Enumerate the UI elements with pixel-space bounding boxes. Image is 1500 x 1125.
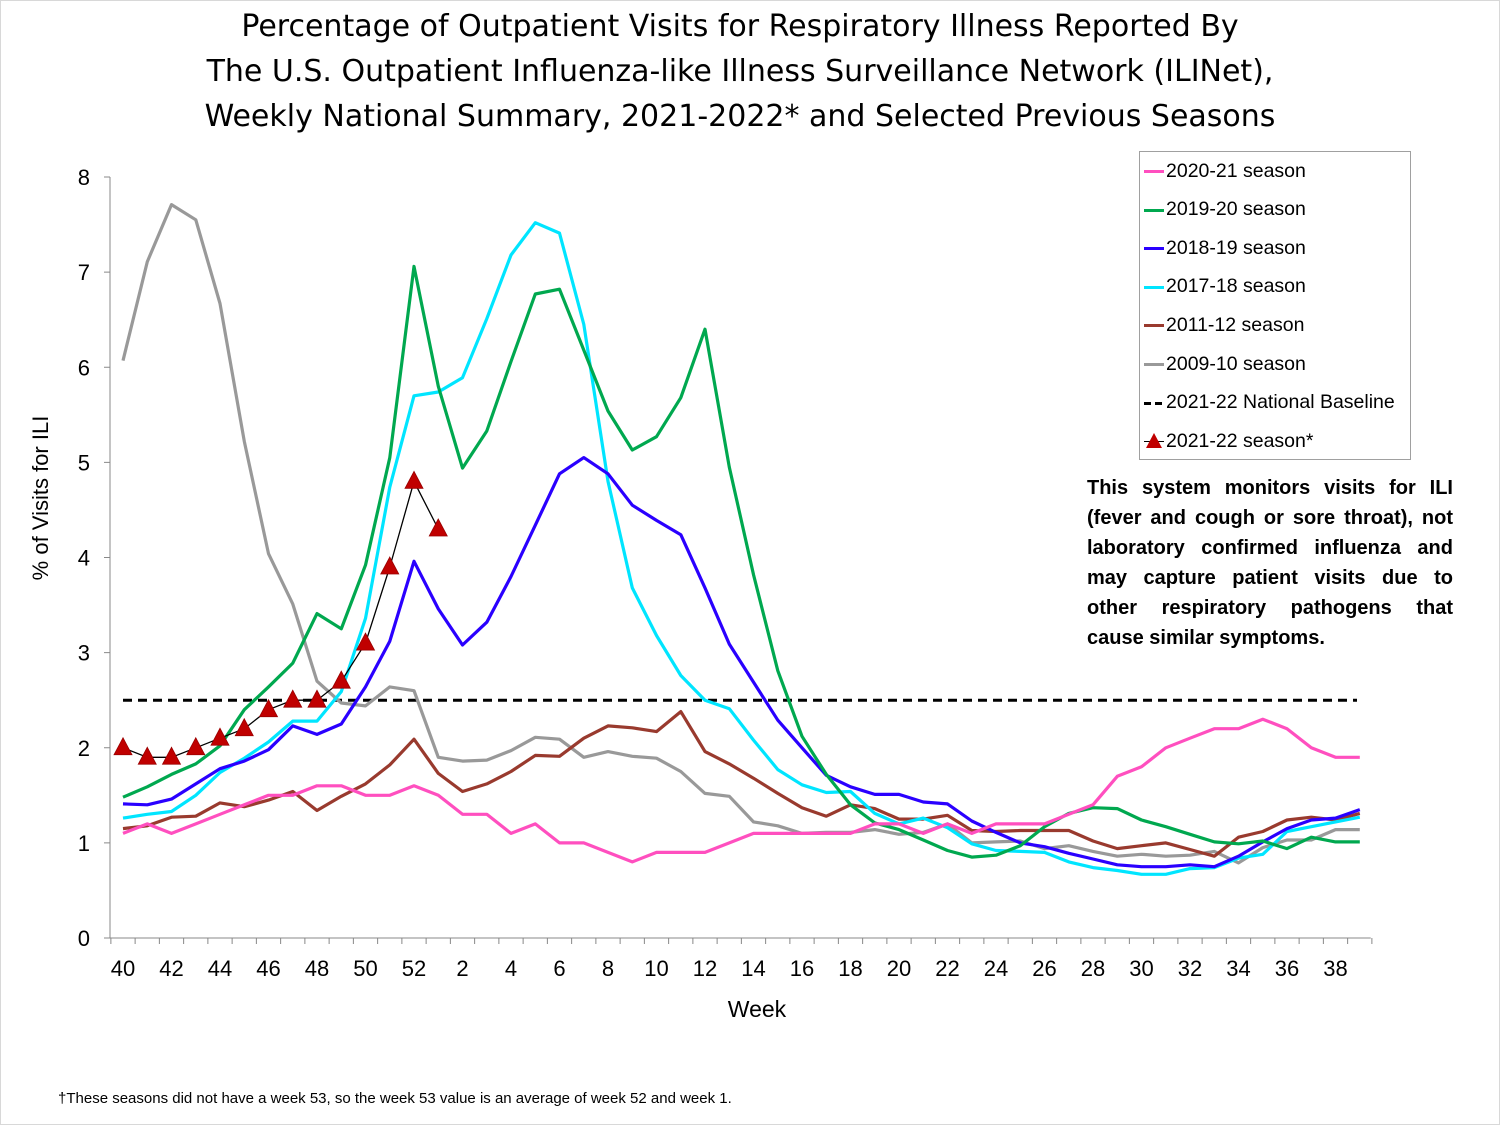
legend-item: 2021-22 National Baseline: [1144, 388, 1395, 418]
x-tick-label: 8: [602, 956, 614, 981]
series-line-2020-21-season: [122, 717, 1360, 864]
series-line-2009-10-season: [121, 203, 1360, 865]
y-tick-label: 4: [78, 546, 90, 571]
current-season-marker: [258, 698, 279, 718]
current-season-marker: [113, 736, 133, 756]
x-tick-label: 16: [790, 956, 814, 981]
x-tick-label: 4: [505, 956, 517, 981]
footnote: †These seasons did not have a week 53, s…: [58, 1090, 732, 1107]
x-tick-label: 34: [1226, 956, 1250, 981]
x-tick-label: 36: [1275, 956, 1299, 981]
current-season-marker: [210, 727, 230, 746]
legend-label: 2021-22 season*: [1166, 429, 1314, 452]
legend-item: 2018-19 season: [1144, 233, 1306, 263]
y-tick-label: 1: [78, 831, 90, 856]
x-tick-label: 42: [159, 956, 183, 981]
legend-swatch: [1144, 238, 1164, 258]
series-line-2011-12-season: [122, 709, 1361, 858]
legend-swatch: [1144, 354, 1164, 374]
y-tick-label: 7: [78, 260, 90, 285]
legend-swatch: [1144, 393, 1164, 413]
x-tick-label: 10: [644, 956, 668, 981]
x-tick-label: 2: [456, 956, 468, 981]
legend-swatch: [1144, 315, 1164, 335]
current-season-marker: [283, 689, 303, 708]
x-tick-label: 26: [1032, 956, 1056, 981]
current-season-marker: [137, 746, 157, 765]
x-tick-label: 18: [838, 956, 862, 981]
legend-item: 2021-22 season*: [1144, 426, 1313, 456]
current-season-marker: [428, 518, 448, 537]
chart-title: Percentage of Outpatient Visits for Resp…: [0, 4, 1480, 139]
x-tick-label: 22: [935, 956, 959, 981]
x-tick-label: 38: [1323, 956, 1347, 981]
y-tick-label: 2: [78, 736, 90, 761]
current-season-marker: [380, 556, 400, 575]
x-tick-label: 32: [1178, 956, 1202, 981]
x-tick-label: 44: [208, 956, 232, 981]
x-tick-label: 12: [693, 956, 717, 981]
legend-label: 2017-18 season: [1166, 275, 1306, 298]
y-axis-title: % of Visits for ILI: [28, 416, 53, 581]
legend-label: 2011-12 season: [1166, 313, 1305, 336]
legend-item: 2011-12 season: [1144, 310, 1304, 340]
series-line-2019-20-season: [122, 264, 1360, 859]
current-season-marker: [307, 689, 327, 708]
legend-item: 2017-18 season: [1144, 272, 1306, 302]
legend-label: 2021-22 National Baseline: [1166, 391, 1395, 414]
current-season-marker: [331, 670, 351, 689]
x-tick-label: 20: [887, 956, 911, 981]
legend-label: 2018-19 season: [1166, 236, 1306, 259]
x-tick-label: 24: [984, 956, 1008, 981]
x-tick-label: 14: [741, 956, 765, 981]
series-line-2018-19-season: [122, 456, 1361, 869]
legend-label: 2020-21 season: [1166, 159, 1306, 182]
legend-item: 2019-20 season: [1144, 195, 1306, 225]
x-tick-label: 50: [353, 956, 377, 981]
legend-swatch: [1144, 161, 1164, 181]
legend: 2020-21 season 2019-20 season 2018-19 seas…: [1139, 151, 1411, 460]
title-line: The U.S. Outpatient Influenza-like Illne…: [206, 54, 1274, 89]
x-axis-title: Week: [728, 996, 787, 1022]
y-tick-label: 8: [78, 165, 90, 190]
legend-label: 2009-10 season: [1166, 352, 1306, 375]
y-tick-label: 5: [78, 450, 90, 475]
legend-swatch: [1144, 200, 1164, 220]
legend-swatch: [1144, 277, 1164, 297]
current-season-marker: [234, 717, 254, 737]
y-tick-label: 3: [78, 641, 90, 666]
current-season-marker: [355, 632, 376, 651]
x-tick-label: 40: [111, 956, 135, 981]
legend-swatch: [1144, 431, 1164, 451]
x-tick-label: 6: [553, 956, 565, 981]
y-tick-label: 6: [78, 355, 90, 380]
title-line: Percentage of Outpatient Visits for Resp…: [241, 9, 1239, 44]
x-tick-label: 52: [402, 956, 426, 981]
legend-item: 2020-21 season: [1144, 156, 1306, 186]
x-tick-label: 28: [1081, 956, 1105, 981]
x-tick-label: 48: [305, 956, 329, 981]
legend-label: 2019-20 season: [1166, 198, 1306, 221]
y-tick-label: 0: [78, 926, 90, 951]
current-season-marker: [161, 746, 182, 765]
series-line-2017-18-season: [122, 221, 1361, 876]
current-season-marker: [186, 736, 206, 756]
current-season-marker: [404, 470, 424, 489]
title-line: Weekly National Summary, 2021-2022* and …: [204, 99, 1276, 134]
legend-item: 2009-10 season: [1144, 349, 1306, 379]
current-season-line: [122, 479, 439, 758]
annotation-text: This system monitors visits for ILI (fev…: [1087, 477, 1453, 649]
x-tick-label: 30: [1129, 956, 1153, 981]
x-tick-label: 46: [256, 956, 280, 981]
